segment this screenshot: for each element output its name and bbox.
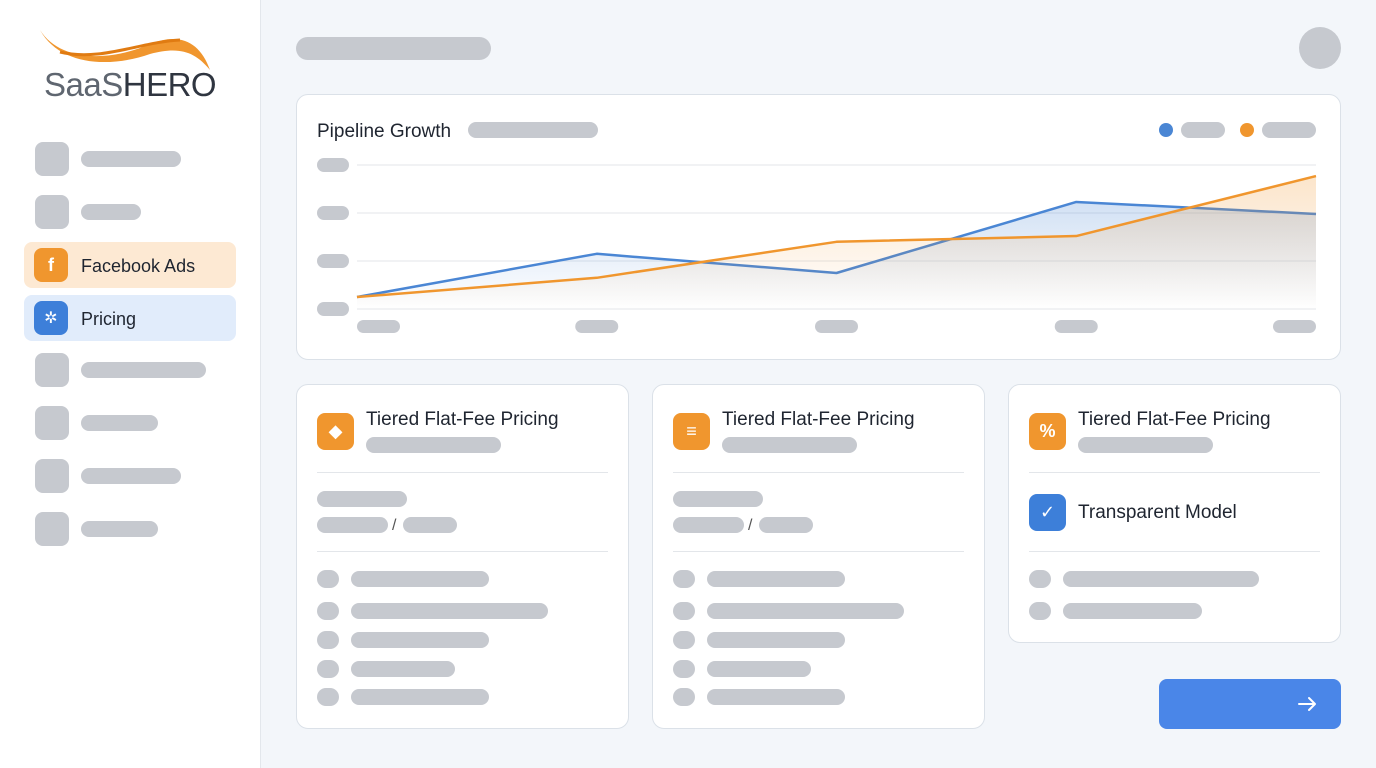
placeholder [1063, 571, 1259, 587]
divider [317, 472, 608, 473]
check-icon: ✓ [1029, 494, 1066, 531]
sidebar: SaaSHERO f Facebook Ads ✲ Pricing [0, 0, 261, 768]
placeholder [707, 603, 904, 619]
placeholder [351, 603, 548, 619]
placeholder [351, 571, 489, 587]
placeholder [759, 517, 813, 533]
next-button[interactable] [1159, 679, 1341, 729]
legend-placeholder [1181, 122, 1225, 138]
percent-icon: % [1029, 413, 1066, 450]
divider [673, 551, 964, 552]
bullet [317, 602, 339, 620]
y-tick-placeholder [317, 254, 349, 268]
nav-icon [35, 353, 69, 387]
nav-item[interactable]: f Facebook Ads [24, 242, 236, 288]
logo-prefix: SaaS [44, 66, 123, 103]
placeholder [707, 571, 845, 587]
nav-icon [35, 459, 69, 493]
card-title: Tiered Flat-Fee Pricing [722, 409, 915, 430]
tag-icon: ◆ [317, 413, 354, 450]
chart-title: Pipeline Growth [317, 121, 452, 142]
bullet [317, 570, 339, 588]
bullet [1029, 602, 1051, 620]
logo-suffix: HERO [122, 66, 217, 103]
bullet [673, 660, 695, 678]
nav-placeholder [81, 521, 158, 537]
y-tick-placeholder [317, 158, 349, 172]
divider [317, 551, 608, 552]
list-icon: ≡ [673, 413, 710, 450]
subtitle-placeholder [468, 122, 598, 138]
divider [1029, 472, 1320, 473]
bullet [317, 688, 339, 706]
card-title: Tiered Flat-Fee Pricing [366, 409, 559, 430]
bullet [673, 631, 695, 649]
arrow-icon [1298, 697, 1316, 711]
placeholder [1063, 603, 1202, 619]
placeholder [351, 632, 489, 648]
bullet [1029, 570, 1051, 588]
logo-swoosh [40, 30, 210, 70]
nav-item[interactable]: ✲ Pricing [24, 295, 236, 341]
legend-swatch [1159, 123, 1173, 137]
series-line [356, 174, 1317, 299]
avatar[interactable] [1299, 27, 1341, 69]
placeholder [351, 661, 455, 677]
logo: SaaSHERO [44, 66, 217, 104]
separator: / [392, 517, 397, 534]
nav-icon [35, 406, 69, 440]
placeholder [707, 689, 845, 705]
placeholder [707, 661, 811, 677]
nav-placeholder [81, 468, 181, 484]
x-tick-placeholder [815, 320, 858, 333]
separator: / [748, 517, 753, 534]
x-tick-placeholder [575, 320, 619, 333]
placeholder [317, 491, 407, 507]
pricing-card: % Tiered Flat-Fee Pricing ✓ Transparent … [1008, 384, 1341, 643]
feature-label: Transparent Model [1078, 502, 1237, 523]
nav-icon [35, 195, 69, 229]
placeholder [673, 517, 744, 533]
placeholder [366, 437, 501, 453]
x-tick-placeholder [1273, 320, 1316, 333]
placeholder [707, 632, 845, 648]
nav-icon [35, 512, 69, 546]
x-tick-placeholder [357, 320, 400, 333]
pricing-card: ≡ Tiered Flat-Fee Pricing / [652, 384, 985, 729]
legend-swatch [1240, 123, 1254, 137]
y-tick-placeholder [317, 206, 349, 220]
placeholder [673, 491, 763, 507]
nav-placeholder [81, 204, 141, 220]
pricing-card: ◆ Tiered Flat-Fee Pricing / [296, 384, 629, 729]
bullet [317, 660, 339, 678]
divider [1029, 551, 1320, 552]
nav-label: Pricing [81, 309, 137, 329]
bullet [317, 631, 339, 649]
y-tick-placeholder [317, 302, 349, 316]
header-placeholder [296, 37, 491, 60]
placeholder [351, 689, 489, 705]
nav-icon [35, 142, 69, 176]
nav-placeholder [81, 362, 206, 378]
card-title: Tiered Flat-Fee Pricing [1078, 409, 1271, 430]
nav-placeholder [81, 415, 158, 431]
x-tick-placeholder [1054, 320, 1098, 333]
placeholder [403, 517, 457, 533]
bullet [673, 602, 695, 620]
placeholder [722, 437, 857, 453]
bullet [673, 688, 695, 706]
placeholder [1078, 437, 1213, 453]
placeholder [317, 517, 388, 533]
bullet [673, 570, 695, 588]
pricing-icon: ✲ [34, 301, 68, 335]
legend-placeholder [1262, 122, 1316, 138]
divider [673, 472, 964, 473]
nav-placeholder [81, 151, 181, 167]
facebook-icon: f [34, 248, 68, 282]
nav-label: Facebook Ads [81, 256, 196, 276]
